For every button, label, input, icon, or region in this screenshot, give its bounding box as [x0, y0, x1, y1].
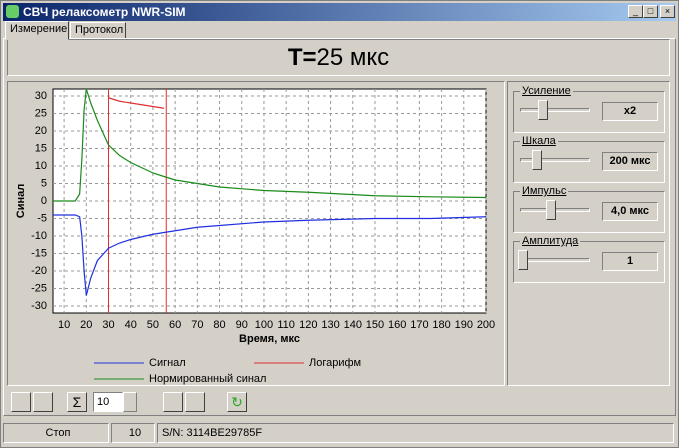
y-tick-label: -25 — [31, 282, 47, 294]
x-tick-label: 150 — [366, 319, 384, 331]
control-value: 4,0 мкс — [602, 202, 658, 221]
slider[interactable] — [546, 200, 556, 220]
control-label: Амплитуда — [520, 235, 581, 247]
toolbar-button[interactable] — [11, 392, 31, 412]
toolbar-button[interactable] — [33, 392, 53, 412]
x-tick-label: 180 — [432, 319, 450, 331]
sum-button[interactable]: Σ — [67, 392, 87, 412]
tab-panel — [3, 38, 676, 416]
refresh-button[interactable]: ↻ — [227, 392, 247, 412]
y-tick-label: 30 — [35, 90, 47, 102]
slider[interactable] — [538, 100, 548, 120]
legend-label: Нормированный синал — [149, 373, 266, 385]
control-group: Шкала 200 мкс — [513, 135, 665, 183]
spinner[interactable] — [123, 392, 137, 412]
count-input[interactable]: 10 — [93, 392, 123, 412]
x-tick-label: 90 — [236, 319, 248, 331]
y-tick-label: 5 — [41, 177, 47, 189]
chart-panel — [7, 81, 505, 386]
controls-panel — [507, 81, 670, 386]
tab[interactable]: Протокол — [70, 22, 126, 39]
x-tick-label: 40 — [125, 319, 137, 331]
header-label: T= — [287, 44, 317, 71]
x-tick-label: 200 — [477, 319, 495, 331]
x-tick-label: 140 — [344, 319, 362, 331]
y-tick-label: -5 — [37, 212, 47, 224]
status-cell: Стоп — [3, 423, 109, 443]
minimize-button[interactable]: _ — [628, 5, 643, 18]
y-tick-label: -10 — [31, 230, 47, 242]
x-tick-label: 60 — [169, 319, 181, 331]
y-tick-label: 20 — [35, 125, 47, 137]
status-cell: S/N: 3114BE29785F — [157, 423, 674, 443]
y-tick-label: -15 — [31, 247, 47, 259]
y-tick-label: 15 — [35, 142, 47, 154]
header-value: 25 мкс — [316, 44, 390, 71]
control-label: Импульс — [520, 185, 569, 197]
x-tick-label: 130 — [321, 319, 339, 331]
toolbar-button[interactable] — [163, 392, 183, 412]
series-line — [108, 97, 165, 109]
x-tick-label: 30 — [102, 319, 114, 331]
y-tick-label: -30 — [31, 300, 47, 312]
x-tick-label: 170 — [410, 319, 428, 331]
control-value: 200 мкс — [602, 152, 658, 171]
slider-track — [520, 158, 590, 162]
x-tick-label: 50 — [147, 319, 159, 331]
x-tick-label: 80 — [213, 319, 225, 331]
legend-label: Логарифм — [309, 357, 361, 369]
x-tick-label: 120 — [299, 319, 317, 331]
y-tick-label: 0 — [41, 195, 47, 207]
chart: -30 -25 -20 -15 -10 -5 0 5 10 15 20 25 30 10 20 30 40 50 6… — [15, 88, 495, 385]
x-tick-label: 160 — [388, 319, 406, 331]
header: T=25 мкс — [7, 39, 670, 76]
x-tick-label: 100 — [255, 319, 273, 331]
x-tick-label: 20 — [80, 319, 92, 331]
control-group: Амплитуда 1 — [513, 235, 665, 283]
control-label: Усиление — [520, 85, 573, 97]
window-title: СВЧ релаксометр NWR-SIM — [23, 5, 186, 19]
x-tick-label: 190 — [455, 319, 473, 331]
maximize-button[interactable]: □ — [643, 5, 658, 18]
control-group: Импульс 4,0 мкс — [513, 185, 665, 233]
y-tick-label: 10 — [35, 160, 47, 172]
slider-track — [520, 258, 590, 262]
legend-label: Сигнал — [149, 357, 186, 369]
y-tick-label: 25 — [35, 107, 47, 119]
toolbar-button[interactable] — [185, 392, 205, 412]
control-value: x2 — [602, 102, 658, 121]
app-icon — [6, 5, 19, 18]
x-tick-label: 110 — [277, 319, 295, 331]
control-label: Шкала — [520, 135, 558, 147]
y-axis-label: Синал — [15, 184, 27, 218]
series-line — [53, 214, 487, 296]
control-group: Усиление x2 — [513, 85, 665, 133]
slider-track — [520, 108, 590, 112]
series-line — [53, 88, 487, 202]
y-tick-label: -20 — [31, 265, 47, 277]
title-bar: СВЧ релаксометр NWR-SIM — [3, 3, 676, 21]
status-cell: 10 — [111, 423, 155, 443]
tab[interactable]: Измерение — [5, 21, 69, 40]
x-tick-label: 10 — [58, 319, 70, 331]
x-axis-label: Время, мкс — [239, 333, 300, 345]
slider[interactable] — [532, 150, 542, 170]
x-tick-label: 70 — [191, 319, 203, 331]
close-button[interactable]: × — [660, 5, 675, 18]
control-value: 1 — [602, 252, 658, 271]
slider[interactable] — [518, 250, 528, 270]
